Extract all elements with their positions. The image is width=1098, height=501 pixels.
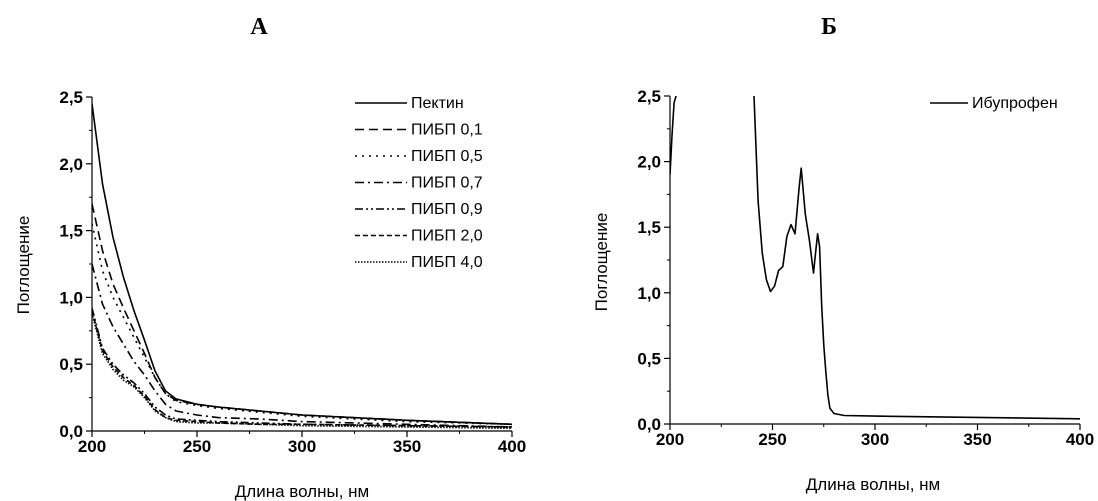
panel-label-a: А <box>250 14 268 40</box>
legend-label: ПИБП 4,0 <box>411 254 483 271</box>
x-axis-title-a: Длина волны, нм <box>235 482 369 501</box>
x-tick-label: 350 <box>963 430 991 449</box>
x-tick-label: 400 <box>498 437 526 456</box>
y-tick-label: 2,0 <box>637 153 661 172</box>
y-tick-label: 2,5 <box>637 87 661 106</box>
legend-label: ПИБП 0,7 <box>411 175 483 192</box>
legend-label: ПИБП 0,9 <box>411 201 483 218</box>
series-line-1 <box>753 96 1080 420</box>
y-axis-title-a: Поглощение <box>14 216 33 315</box>
x-tick-label: 200 <box>656 430 684 449</box>
x-tick-label: 250 <box>183 437 211 456</box>
series-line-7 <box>92 313 512 430</box>
y-tick-label: 0,0 <box>637 415 661 434</box>
legend-label: ПИБП 2,0 <box>411 228 483 245</box>
series-line-2 <box>92 203 512 426</box>
y-tick-label: 1,0 <box>637 284 661 303</box>
series-line-6 <box>92 310 512 428</box>
y-tick-label: 2,5 <box>59 88 83 107</box>
legend: Ибупрофен <box>930 95 1058 112</box>
y-axis-title-b: Поглощение <box>592 213 611 312</box>
series-line-3 <box>92 223 512 426</box>
chart-panel-b: Б 200 250 300 350 400 0,0 0,5 1,0 1,5 2,0 2,5 Ибупр… <box>592 14 1094 494</box>
x-tick-label: 250 <box>758 430 786 449</box>
y-tick-label: 0,5 <box>637 349 661 368</box>
x-tick-label: 200 <box>78 437 106 456</box>
series-line-1 <box>670 96 677 175</box>
y-tick-label: 0,0 <box>59 422 83 441</box>
series-group <box>92 103 512 430</box>
x-tick-label: 350 <box>393 437 421 456</box>
legend: Пектин ПИБП 0,1 ПИБП 0,5 ПИБП 0,7 ПИБП 0,9 ПИ… <box>355 95 483 271</box>
y-tick-label: 1,5 <box>59 222 83 241</box>
legend-label: ПИБП 0,5 <box>411 148 483 165</box>
x-tick-label: 300 <box>288 437 316 456</box>
series-line-4 <box>92 263 512 428</box>
y-tick-label: 1,5 <box>637 218 661 237</box>
y-tick-label: 2,0 <box>59 155 83 174</box>
legend-label: Пектин <box>411 95 464 112</box>
x-tick-label: 300 <box>861 430 889 449</box>
legend-label: ПИБП 0,1 <box>411 122 483 139</box>
plot-area-b: 200 250 300 350 400 0,0 0,5 1,0 1,5 2,0 2,5 Ибупроф… <box>637 87 1094 449</box>
panel-label-b: Б <box>821 14 837 40</box>
y-tick-label: 1,0 <box>59 288 83 307</box>
x-tick-label: 400 <box>1066 430 1094 449</box>
chart-panel-a: А 200 250 300 350 400 0,0 0,5 1,0 1,5 2,0 2,5 Пекти… <box>14 14 526 501</box>
y-tick-label: 0,5 <box>59 355 83 374</box>
x-axis-title-b: Длина волны, нм <box>806 475 940 494</box>
legend-label: Ибупрофен <box>972 95 1058 112</box>
series-group <box>670 96 1080 420</box>
